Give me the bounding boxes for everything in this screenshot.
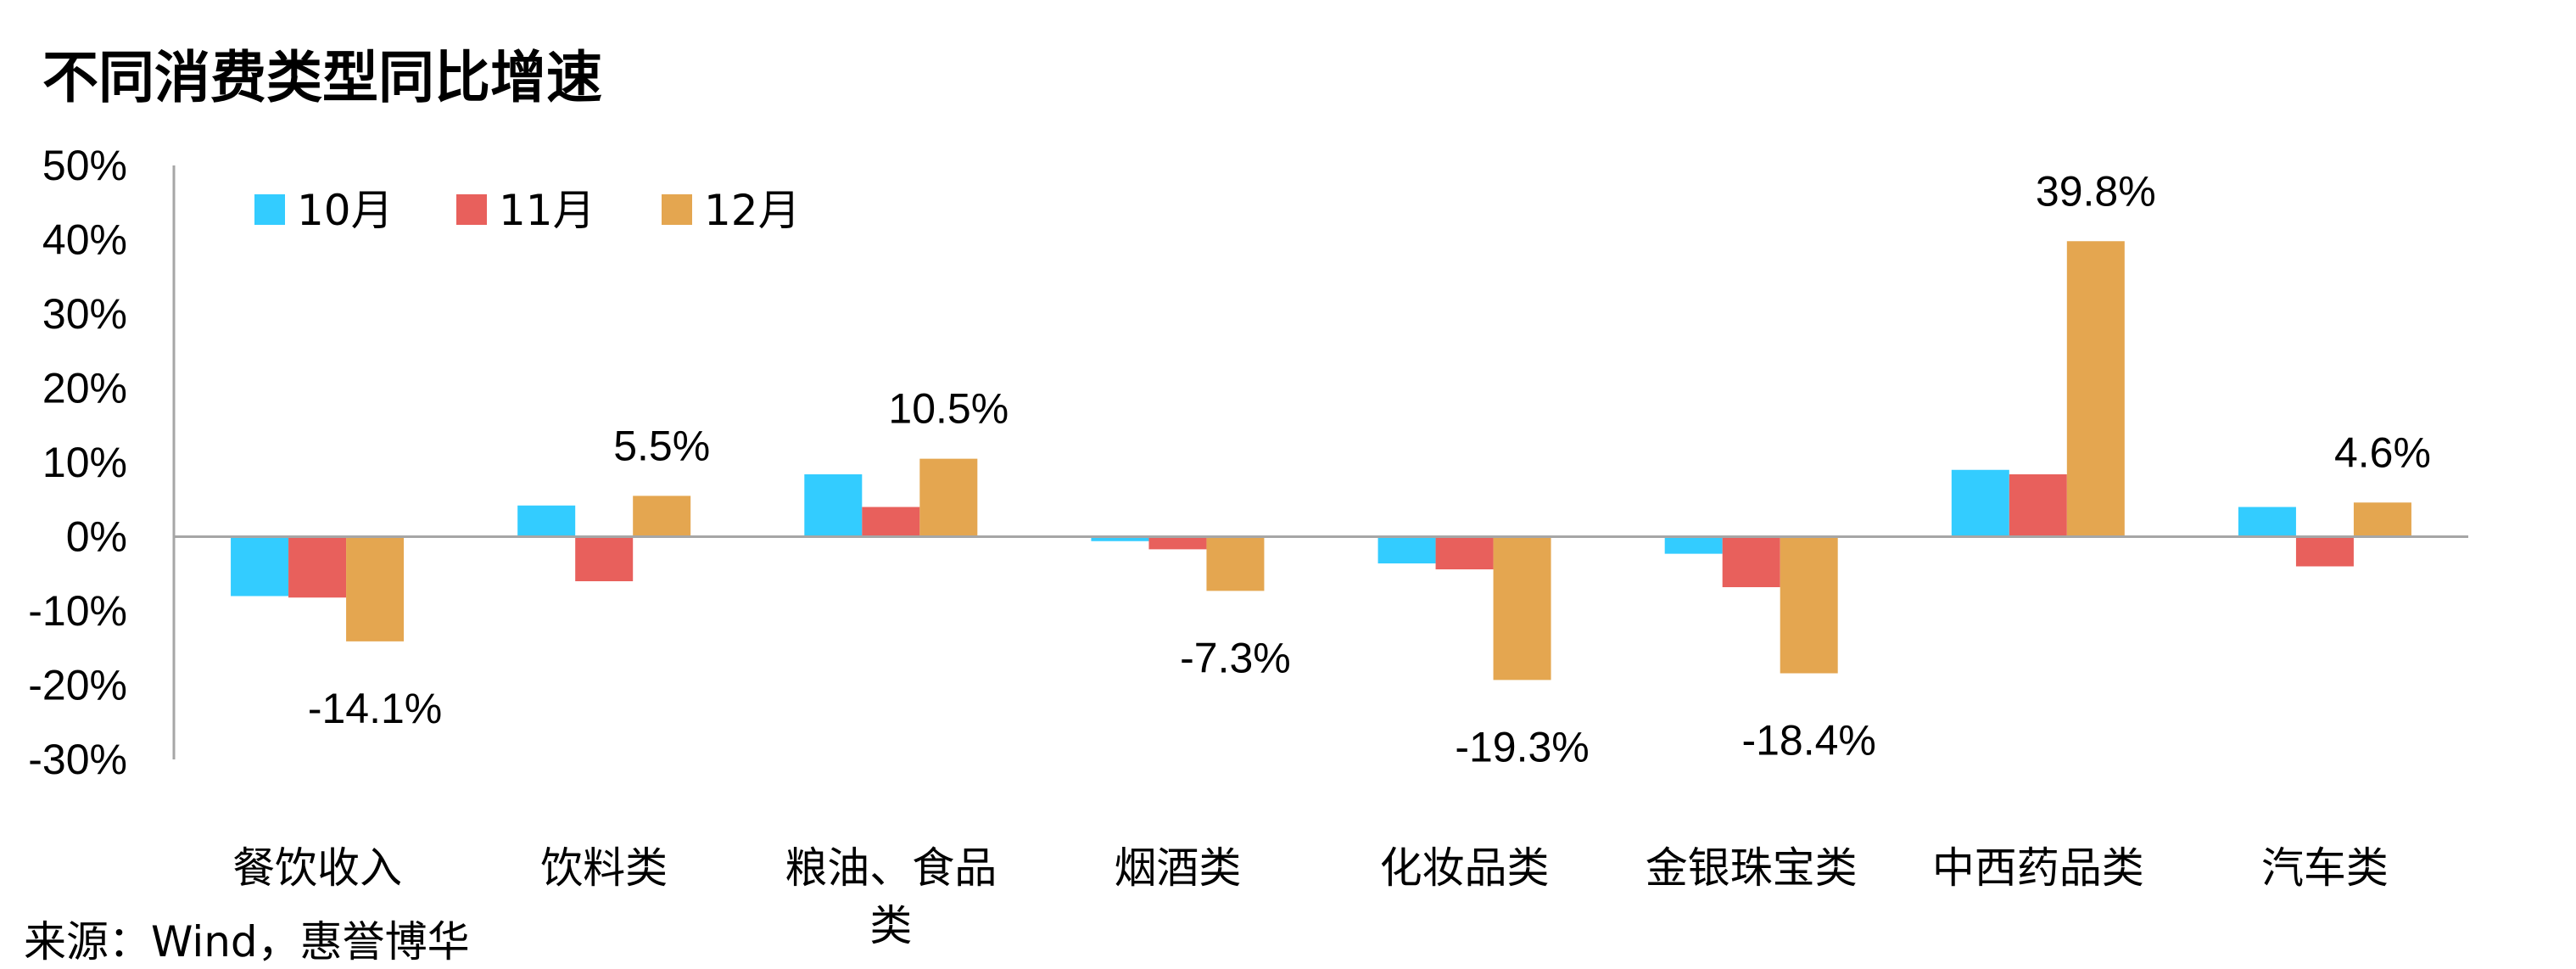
y-tick-label: 50%: [42, 142, 127, 189]
data-label: -18.4%: [1741, 717, 1875, 765]
bar: [1377, 536, 1436, 563]
bar: [1148, 536, 1207, 550]
bars: [231, 241, 2411, 681]
category-label: 餐饮收入: [232, 843, 402, 893]
bar: [804, 474, 863, 537]
data-label: -14.1%: [308, 685, 442, 732]
y-tick-label: -30%: [28, 736, 127, 783]
bar: [1780, 536, 1838, 674]
category-label: 汽车类: [2261, 843, 2389, 893]
bar: [1206, 536, 1265, 591]
bar: [1664, 536, 1723, 554]
data-label: 5.5%: [613, 422, 710, 469]
bar: [1435, 536, 1494, 569]
bar: [2009, 474, 2067, 537]
bar: [633, 496, 691, 537]
category-label: 饮料类: [540, 843, 668, 893]
category-label: 金银珠宝类: [1646, 843, 1858, 893]
legend-label: 10月: [297, 186, 394, 235]
bar: [2353, 502, 2411, 537]
y-tick-label: -20%: [28, 662, 127, 709]
bar: [1722, 536, 1780, 587]
y-tick-label: 0%: [66, 513, 127, 561]
bar: [862, 507, 920, 537]
category-label: 中西药品类: [1932, 843, 2144, 893]
legend-swatch: [662, 194, 692, 225]
bar: [517, 505, 576, 537]
bar: [1493, 536, 1551, 681]
source-note: 来源：Wind，惠誉博华: [24, 917, 470, 966]
data-label: 4.6%: [2334, 428, 2431, 476]
bar: [288, 536, 347, 598]
y-tick-label: 40%: [42, 216, 127, 264]
bar: [231, 536, 289, 597]
data-label: 10.5%: [888, 385, 1009, 433]
legend: 10月 11月 12月: [254, 186, 801, 235]
bar: [2066, 241, 2125, 537]
chart-title: 不同消费类型同比增速: [42, 45, 602, 110]
legend-swatch: [254, 194, 285, 225]
category-labels: 餐饮收入 饮料类 粮油、食品类 烟酒类 化妆品类 金银珠宝类 中西药品类 汽车类: [232, 843, 2389, 950]
data-label: -19.3%: [1455, 723, 1589, 770]
data-label: 39.8%: [2036, 167, 2156, 215]
bar: [2238, 507, 2296, 537]
bar: [919, 458, 978, 537]
y-tick-label: 30%: [42, 290, 127, 338]
legend-label: 11月: [499, 186, 595, 235]
bar: [346, 536, 405, 641]
legend-swatch: [456, 194, 487, 225]
bar: [2295, 536, 2354, 567]
category-label: 粮油、食品: [785, 843, 997, 893]
bar: [1091, 536, 1149, 541]
category-label: 化妆品类: [1380, 843, 1550, 893]
bar: [575, 536, 634, 581]
bar: [1951, 469, 2009, 537]
data-label: -7.3%: [1180, 634, 1291, 681]
y-tick-label: 20%: [42, 365, 127, 412]
y-axis: 50% 40% 30% 20% 10% 0% -10% -20% -30%: [28, 142, 176, 783]
y-tick-label: 10%: [42, 439, 127, 486]
legend-label: 12月: [704, 186, 801, 235]
category-label: 类: [869, 901, 912, 950]
data-labels: -14.1% 5.5% 10.5% -7.3% -19.3% -18.4% 39.8% 4.6…: [308, 167, 2431, 770]
category-label: 烟酒类: [1114, 843, 1241, 893]
y-tick-label: -10%: [28, 587, 127, 635]
